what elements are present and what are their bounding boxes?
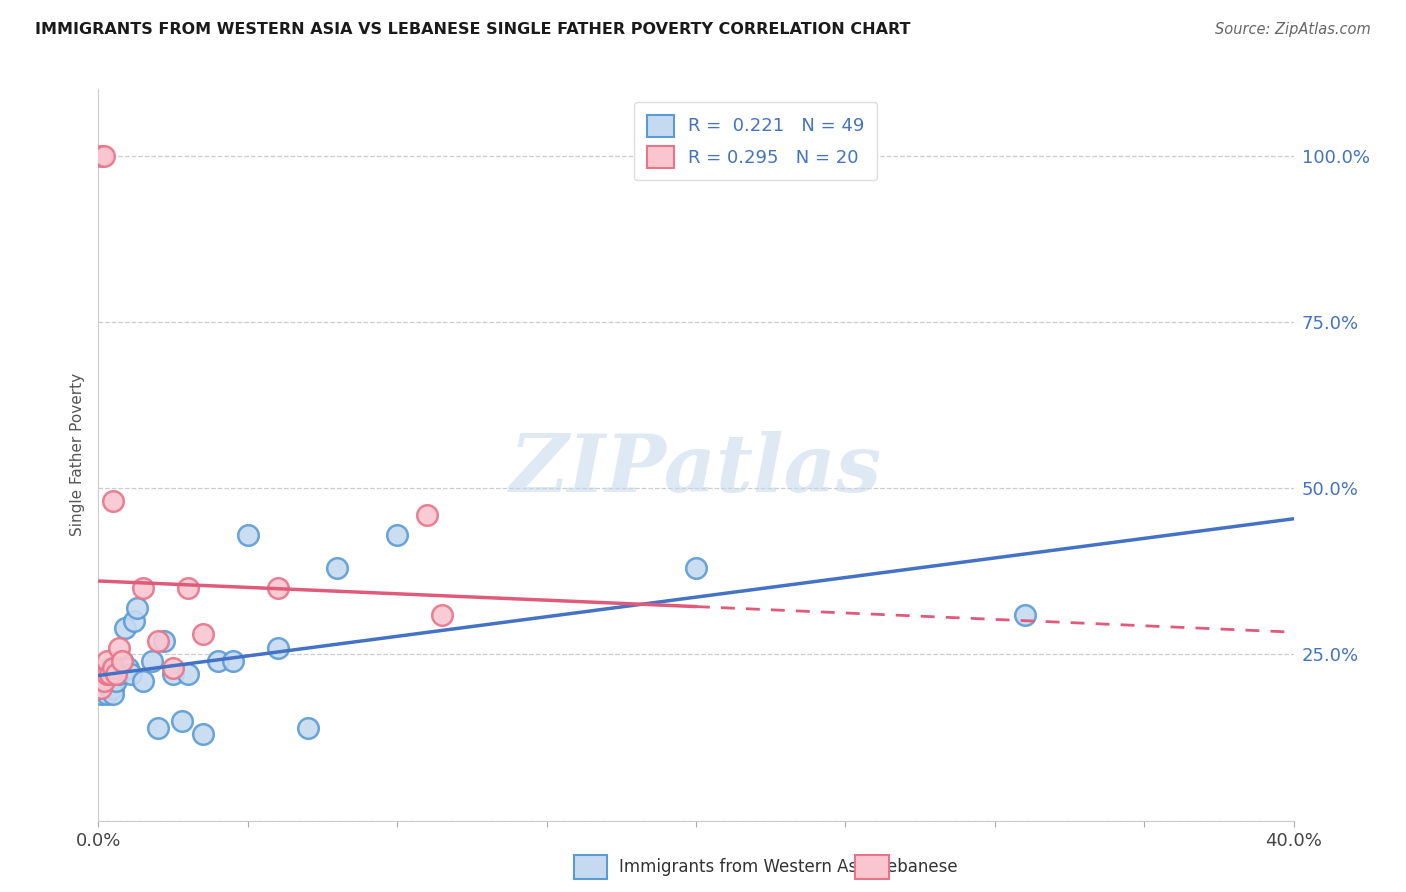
Point	[127, 600, 149, 615]
Point	[103, 667, 125, 681]
Point	[236, 527, 259, 541]
Point	[111, 654, 134, 668]
Point	[267, 581, 290, 595]
Point	[93, 673, 115, 688]
Point	[98, 673, 122, 688]
Point	[222, 654, 245, 668]
Point	[105, 667, 128, 681]
Point	[93, 681, 115, 695]
Point	[96, 681, 118, 695]
Point	[90, 687, 112, 701]
Point	[114, 621, 136, 635]
Point	[98, 667, 122, 681]
Point	[162, 667, 184, 681]
Text: ZIPatlas: ZIPatlas	[510, 431, 882, 508]
Point	[111, 654, 134, 668]
Point	[685, 561, 707, 575]
Point	[90, 673, 112, 688]
Point	[90, 149, 112, 163]
Point	[103, 673, 125, 688]
Text: Lebanese: Lebanese	[879, 858, 959, 876]
Point	[93, 673, 115, 688]
Point	[93, 681, 115, 695]
Point	[117, 661, 139, 675]
Point	[430, 607, 453, 622]
Point	[105, 661, 128, 675]
Y-axis label: Single Father Poverty: Single Father Poverty	[70, 374, 86, 536]
Point	[267, 640, 290, 655]
Point	[191, 727, 214, 741]
Point	[148, 634, 170, 648]
Point	[162, 661, 184, 675]
Point	[98, 681, 122, 695]
Point	[103, 687, 125, 701]
Point	[297, 721, 319, 735]
Point	[111, 661, 134, 675]
Point	[124, 614, 146, 628]
Point	[98, 661, 122, 675]
Text: Source: ZipAtlas.com: Source: ZipAtlas.com	[1215, 22, 1371, 37]
Point	[98, 667, 122, 681]
Point	[93, 149, 115, 163]
Point	[172, 714, 194, 728]
Point	[90, 681, 112, 695]
Point	[416, 508, 439, 522]
Point	[90, 681, 112, 695]
Point	[148, 721, 170, 735]
Point	[105, 667, 128, 681]
Point	[96, 687, 118, 701]
Point	[96, 673, 118, 688]
Point	[96, 654, 118, 668]
Point	[98, 673, 122, 688]
Point	[385, 527, 409, 541]
Text: IMMIGRANTS FROM WESTERN ASIA VS LEBANESE SINGLE FATHER POVERTY CORRELATION CHART: IMMIGRANTS FROM WESTERN ASIA VS LEBANESE…	[35, 22, 911, 37]
Legend: R =  0.221   N = 49, R = 0.295   N = 20: R = 0.221 N = 49, R = 0.295 N = 20	[634, 102, 877, 180]
Point	[108, 661, 131, 675]
Point	[108, 667, 131, 681]
Point	[132, 581, 155, 595]
Point	[96, 667, 118, 681]
Point	[108, 640, 131, 655]
Point	[326, 561, 349, 575]
Point	[96, 667, 118, 681]
Point	[105, 673, 128, 688]
Point	[132, 673, 155, 688]
Point	[120, 667, 142, 681]
Point	[153, 634, 176, 648]
Point	[191, 627, 214, 641]
Point	[103, 661, 125, 675]
Point	[141, 654, 163, 668]
Point	[177, 667, 200, 681]
Point	[103, 681, 125, 695]
Point	[207, 654, 229, 668]
Point	[1014, 607, 1036, 622]
Text: Immigrants from Western Asia: Immigrants from Western Asia	[619, 858, 872, 876]
Point	[93, 667, 115, 681]
Point	[103, 494, 125, 508]
Point	[177, 581, 200, 595]
